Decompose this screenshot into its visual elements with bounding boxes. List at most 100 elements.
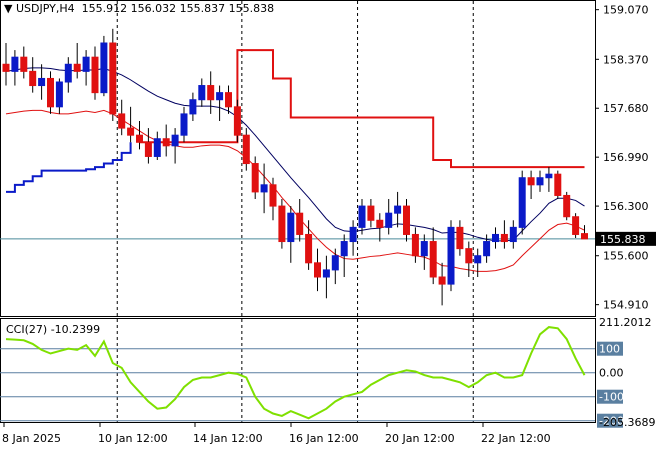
candle-body	[545, 173, 553, 179]
candle-body	[287, 212, 295, 243]
candle-body	[11, 56, 19, 72]
x-tick-label: 14 Jan 12:00	[193, 432, 263, 445]
candle-body	[474, 255, 482, 264]
candle-body	[2, 63, 10, 72]
candle-body	[572, 216, 580, 235]
price-tick-label: 157.680	[603, 102, 649, 115]
cci-tick-label: -205.3689	[599, 416, 655, 429]
candle-body	[305, 233, 313, 264]
candle-body	[527, 177, 535, 186]
candle-body	[358, 205, 366, 228]
candle-body	[447, 226, 455, 285]
candle-body	[55, 81, 63, 108]
cci-level-box	[597, 341, 623, 356]
candle-body	[411, 233, 419, 257]
low-value: 155.837	[179, 2, 226, 15]
candle-body	[420, 241, 428, 257]
candle-body	[118, 113, 126, 129]
cci-value: -10.2399	[50, 323, 101, 336]
cci-header: CCI(27) -10.2399	[6, 323, 100, 336]
candle-body	[492, 233, 499, 243]
trailing-stop-red-line	[139, 49, 585, 169]
axis-layer: 159.070 158.370 157.680 156.990 156.300 155.6…	[2, 4, 656, 445]
open-value: 155.912	[81, 2, 128, 15]
candle-body	[296, 212, 304, 235]
candle-body	[581, 233, 588, 240]
candle-body	[207, 85, 215, 101]
cci-tick-label: 211.2012	[599, 316, 652, 329]
candle-body	[82, 56, 90, 72]
candle-body	[429, 241, 437, 278]
candle-body	[349, 226, 357, 243]
cci-level-box	[597, 413, 623, 428]
candle-body	[251, 163, 259, 193]
cci-panel-frame	[0, 318, 596, 423]
high-value: 156.032	[130, 2, 177, 15]
cci-tick-label: -100	[599, 391, 624, 404]
cci-tick-label: 100	[599, 343, 620, 356]
candle-body	[20, 56, 28, 72]
price-tick-label: 154.910	[603, 299, 649, 312]
candle-body	[225, 92, 232, 108]
candle-body	[127, 127, 135, 136]
candle-body	[278, 205, 286, 243]
cci-tick-label: 0.00	[599, 367, 624, 380]
candle-body	[100, 42, 108, 94]
chart-header: ▼ USDJPY,H4 155.912 156.032 155.837 155.…	[4, 2, 274, 15]
candle-layer	[2, 28, 588, 306]
candle-body	[162, 138, 170, 147]
candle-body	[198, 85, 206, 101]
cci-layer	[0, 326, 595, 422]
candle-body	[331, 255, 339, 271]
candle-body	[322, 269, 330, 278]
candle-body	[233, 106, 241, 136]
candle-body	[376, 219, 384, 228]
candle-body	[242, 134, 250, 165]
price-panel-frame	[0, 0, 596, 317]
x-tick-label: 22 Jan 12:00	[481, 432, 551, 445]
x-tick-label: 16 Jan 12:00	[289, 432, 359, 445]
candle-body	[136, 134, 143, 143]
price-tick-label: 159.070	[603, 4, 649, 17]
x-tick-label: 8 Jan 2025	[2, 432, 61, 445]
candle-body	[144, 141, 152, 157]
candle-body	[536, 177, 544, 186]
candle-body	[509, 226, 517, 243]
ma-upper-line	[5, 67, 585, 242]
candle-body	[456, 226, 464, 250]
candle-body	[109, 42, 117, 115]
candle-body	[171, 134, 179, 147]
ma-lower-line	[5, 109, 585, 272]
candle-body	[554, 173, 562, 196]
candle-body	[314, 262, 321, 278]
candle-body	[189, 99, 197, 115]
cci-label: CCI(27)	[6, 323, 48, 336]
candle-body	[385, 212, 393, 228]
current-price-label: 155.838	[600, 233, 646, 246]
candle-body	[73, 63, 81, 72]
symbol-label: USDJPY,H4	[15, 2, 75, 15]
candle-body	[367, 205, 375, 221]
candle-body	[153, 138, 161, 157]
candle-body	[563, 194, 571, 218]
candle-body	[180, 113, 188, 136]
price-tick-label: 155.600	[603, 250, 649, 263]
candle-body	[91, 56, 99, 94]
candle-body	[403, 205, 410, 235]
grid-layer	[0, 0, 596, 423]
collapse-triangle-icon[interactable]: ▼	[4, 2, 13, 15]
candle-body	[38, 77, 46, 87]
candle-body	[465, 248, 473, 264]
candle-body	[47, 77, 54, 108]
candle-body	[483, 241, 491, 257]
candle-body	[340, 241, 348, 257]
price-tick-label: 156.300	[603, 200, 649, 213]
price-tick-label: 158.370	[603, 53, 649, 66]
cci-level-box	[597, 389, 623, 404]
x-tick-label: 10 Jan 12:00	[98, 432, 168, 445]
candle-body	[394, 205, 402, 214]
candle-body	[438, 276, 446, 285]
cci-line	[5, 326, 586, 420]
